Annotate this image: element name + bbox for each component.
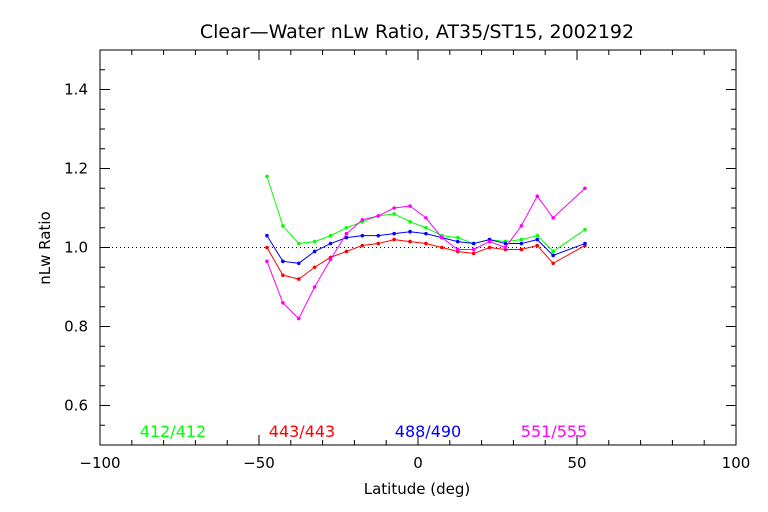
y-tick-label: 0.6 [64, 397, 88, 415]
data-point [360, 218, 365, 222]
data-point [296, 277, 301, 281]
y-tick-label: 1.0 [64, 239, 88, 257]
data-point [535, 194, 540, 198]
data-point [455, 235, 460, 240]
data-point [424, 225, 428, 230]
data-point [503, 241, 508, 246]
data-point [551, 216, 555, 220]
data-point [535, 233, 540, 238]
series-line [266, 176, 586, 253]
data-point [328, 241, 333, 246]
data-point [455, 239, 460, 244]
data-point [328, 233, 333, 238]
legend-entry: 412/412 [140, 422, 206, 441]
data-point [551, 253, 555, 258]
data-point [265, 245, 269, 250]
data-point [281, 259, 285, 264]
data-point [424, 231, 428, 236]
data-point [265, 259, 269, 264]
series-line [266, 239, 586, 280]
data-point [376, 214, 381, 218]
x-tick-label: −100 [79, 454, 120, 472]
data-point [424, 241, 428, 246]
data-point [471, 251, 476, 256]
data-point [312, 285, 317, 289]
data-point [281, 223, 285, 228]
data-point [471, 247, 476, 252]
data-point [344, 231, 349, 236]
data-point [328, 257, 333, 262]
data-point [312, 249, 317, 254]
data-point [344, 249, 349, 254]
series-line [266, 231, 586, 264]
data-point [408, 204, 412, 208]
data-point [440, 235, 444, 240]
data-point [519, 241, 524, 246]
x-tick-label: 0 [413, 454, 423, 472]
data-point [312, 239, 317, 244]
legend-entry: 443/443 [269, 422, 335, 441]
y-tick-label: 1.2 [64, 160, 88, 178]
data-point [312, 265, 317, 270]
data-point [455, 247, 460, 252]
data-point [392, 237, 396, 242]
data-point [551, 249, 555, 254]
data-point [360, 233, 365, 238]
y-tick-label: 0.8 [64, 318, 88, 336]
data-point [535, 237, 540, 242]
data-point [408, 239, 412, 244]
x-tick-label: 100 [722, 454, 751, 472]
x-tick-label: 50 [567, 454, 586, 472]
data-point [440, 245, 444, 250]
data-point [281, 301, 285, 305]
data-point [360, 243, 365, 248]
data-point [424, 216, 428, 220]
data-point [535, 243, 540, 248]
data-point [519, 237, 524, 242]
data-point [296, 261, 301, 266]
data-point [408, 229, 412, 234]
data-point [503, 245, 508, 250]
data-point [376, 233, 381, 238]
data-point [471, 241, 476, 246]
data-point [296, 316, 301, 321]
data-point [265, 174, 269, 179]
legend-entry: 488/490 [395, 422, 461, 441]
y-tick-label: 1.4 [64, 81, 88, 99]
data-point [551, 261, 555, 266]
data-point [487, 239, 492, 244]
legend-entry: 551/555 [521, 422, 587, 441]
x-axis-label: Latitude (deg) [364, 480, 470, 498]
data-point [344, 225, 349, 230]
data-point [392, 231, 396, 236]
data-point [296, 241, 301, 246]
data-point [265, 233, 269, 238]
data-point [408, 220, 412, 224]
data-point [392, 206, 396, 210]
x-tick-label: −50 [243, 454, 275, 472]
data-point [392, 212, 396, 216]
data-point [519, 223, 524, 228]
data-point [281, 273, 285, 277]
chart-title: Clear—Water nLw Ratio, AT35/ST15, 200219… [200, 21, 634, 43]
data-point [487, 245, 492, 250]
data-point [583, 241, 587, 246]
data-point [583, 227, 587, 232]
data-point [583, 186, 587, 191]
data-point [344, 235, 349, 240]
data-point [519, 247, 524, 252]
data-point [376, 241, 381, 246]
y-axis-label: nLw Ratio [36, 211, 54, 284]
series-line [266, 187, 586, 320]
